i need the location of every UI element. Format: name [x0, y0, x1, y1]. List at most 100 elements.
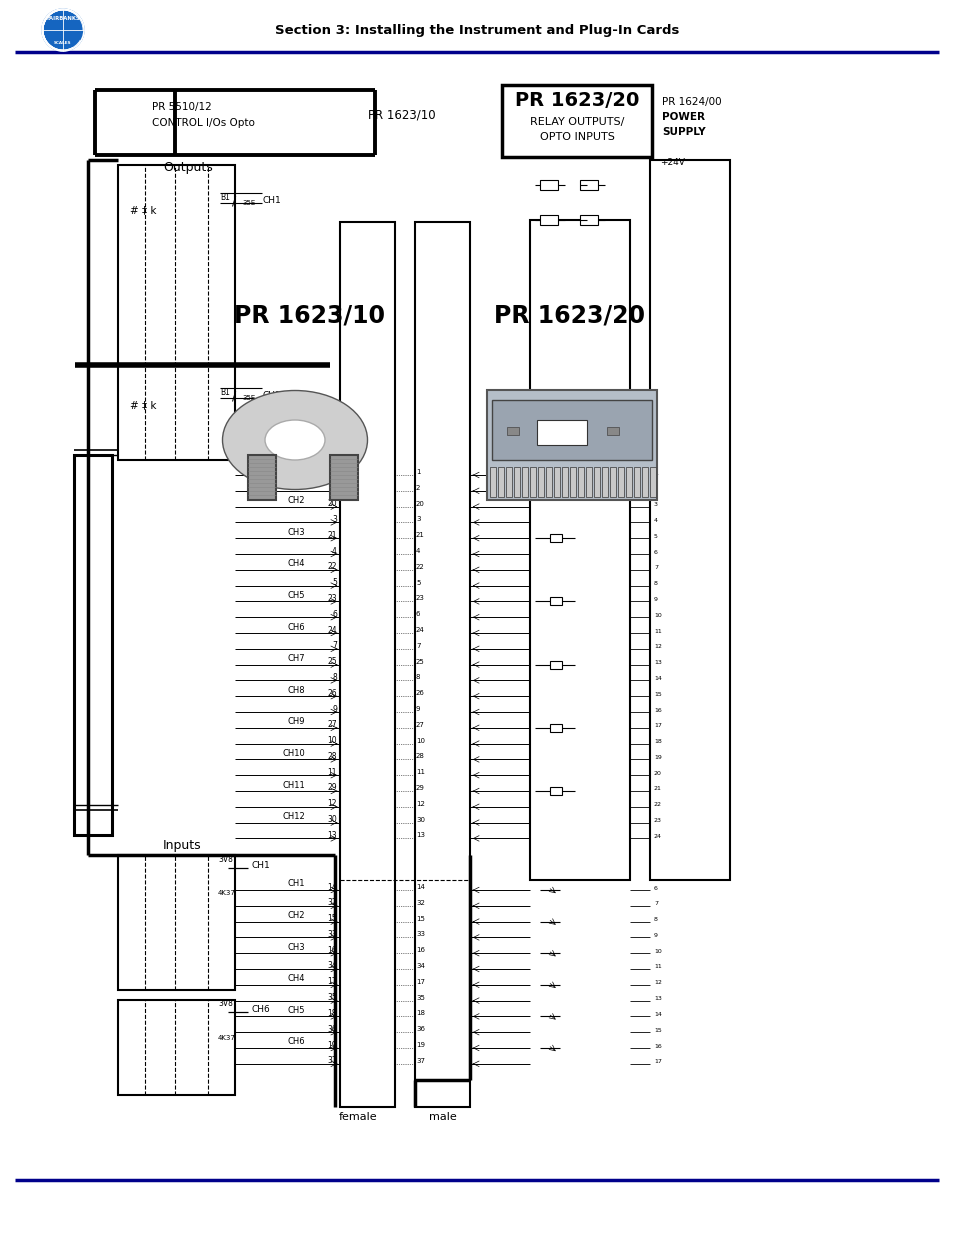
- Text: male: male: [429, 1112, 456, 1123]
- Bar: [490, 467, 496, 496]
- Bar: [506, 427, 518, 435]
- Text: 3: 3: [332, 515, 336, 524]
- Text: PR 1623/10: PR 1623/10: [368, 109, 436, 121]
- Text: 30: 30: [327, 815, 336, 824]
- Text: 29: 29: [327, 783, 336, 793]
- Text: 11: 11: [416, 769, 424, 776]
- Bar: [649, 161, 729, 881]
- Text: 37: 37: [416, 1058, 424, 1063]
- Bar: [569, 467, 576, 496]
- Bar: [539, 215, 558, 225]
- Text: 25: 25: [416, 658, 424, 664]
- Text: 14: 14: [654, 1011, 661, 1016]
- Ellipse shape: [222, 390, 367, 489]
- Ellipse shape: [227, 394, 362, 487]
- Bar: [585, 467, 592, 496]
- Text: 8: 8: [654, 582, 658, 587]
- Text: 16: 16: [654, 708, 661, 713]
- Text: 21: 21: [654, 787, 661, 792]
- Text: 17: 17: [327, 977, 336, 987]
- Text: 19: 19: [654, 755, 661, 760]
- Text: CH10: CH10: [282, 748, 305, 758]
- Bar: [537, 467, 543, 496]
- Bar: [641, 467, 647, 496]
- Bar: [550, 787, 561, 795]
- Text: # ‡ k: # ‡ k: [130, 400, 156, 410]
- Text: CH5: CH5: [287, 590, 305, 600]
- Bar: [601, 467, 607, 496]
- Ellipse shape: [265, 420, 325, 459]
- Text: 27: 27: [416, 721, 424, 727]
- Text: CH1: CH1: [287, 464, 305, 473]
- Text: 12: 12: [654, 981, 661, 986]
- Bar: [649, 467, 656, 496]
- Bar: [606, 427, 618, 435]
- Text: 26: 26: [416, 690, 424, 697]
- Text: 15: 15: [416, 915, 424, 921]
- Text: PR 1623/20: PR 1623/20: [515, 90, 639, 110]
- Text: 24: 24: [327, 625, 336, 635]
- Bar: [492, 400, 651, 459]
- Text: 18: 18: [654, 739, 661, 745]
- Text: 4: 4: [332, 547, 336, 556]
- Text: 10: 10: [654, 948, 661, 953]
- Text: FAIRBANKS: FAIRBANKS: [46, 16, 80, 21]
- Bar: [550, 598, 561, 605]
- Bar: [550, 661, 561, 668]
- Text: 5: 5: [654, 534, 658, 538]
- Text: SUPPLY: SUPPLY: [661, 127, 705, 137]
- Bar: [609, 467, 616, 496]
- Text: 36: 36: [416, 1026, 424, 1032]
- Text: CH12: CH12: [282, 813, 305, 821]
- Text: 7: 7: [416, 642, 420, 648]
- Text: 13: 13: [654, 997, 661, 1002]
- Bar: [561, 467, 567, 496]
- Text: 4K37: 4K37: [218, 1035, 235, 1041]
- Text: 21: 21: [327, 531, 336, 540]
- Text: 32: 32: [416, 900, 424, 905]
- Text: 9: 9: [654, 597, 658, 601]
- Text: 7: 7: [654, 566, 658, 571]
- Text: CONTROL I/Os Opto: CONTROL I/Os Opto: [152, 119, 254, 128]
- Text: 13: 13: [327, 831, 336, 840]
- Text: # ‡ k: # ‡ k: [130, 205, 156, 215]
- Text: 10: 10: [327, 736, 336, 745]
- Text: 7: 7: [654, 902, 658, 906]
- Text: CH6: CH6: [252, 1005, 271, 1014]
- Text: 18: 18: [416, 1010, 424, 1016]
- Text: 35E: 35E: [242, 200, 255, 206]
- Bar: [330, 454, 357, 500]
- Bar: [578, 467, 583, 496]
- Text: 34: 34: [327, 962, 336, 971]
- Bar: [501, 85, 651, 157]
- Text: 9: 9: [654, 932, 658, 937]
- Text: CH12: CH12: [263, 390, 287, 399]
- Text: B1: B1: [220, 193, 230, 201]
- Text: 6: 6: [654, 885, 658, 890]
- Text: 2: 2: [416, 485, 420, 490]
- Bar: [521, 467, 527, 496]
- Bar: [339, 222, 395, 1107]
- Bar: [594, 467, 599, 496]
- Bar: [530, 467, 536, 496]
- Text: 17: 17: [654, 1060, 661, 1065]
- Text: 35E: 35E: [242, 395, 255, 401]
- Text: 19: 19: [416, 1042, 424, 1049]
- Text: 20: 20: [327, 499, 336, 508]
- Text: 36: 36: [327, 1025, 336, 1034]
- Bar: [118, 165, 234, 459]
- Text: 27: 27: [327, 720, 336, 730]
- Text: 12: 12: [654, 645, 661, 650]
- Text: 11: 11: [327, 768, 336, 777]
- Text: 26: 26: [327, 689, 336, 698]
- Text: POWER: POWER: [661, 112, 704, 122]
- Text: 20: 20: [416, 500, 424, 506]
- Text: CH3: CH3: [287, 942, 305, 952]
- Text: SCALES: SCALES: [54, 41, 71, 44]
- Text: 16: 16: [416, 947, 424, 953]
- Text: 15: 15: [654, 1028, 661, 1032]
- Text: /: /: [232, 389, 236, 403]
- Text: 12: 12: [327, 799, 336, 808]
- Text: 4: 4: [654, 517, 658, 522]
- Text: CH5: CH5: [287, 1005, 305, 1015]
